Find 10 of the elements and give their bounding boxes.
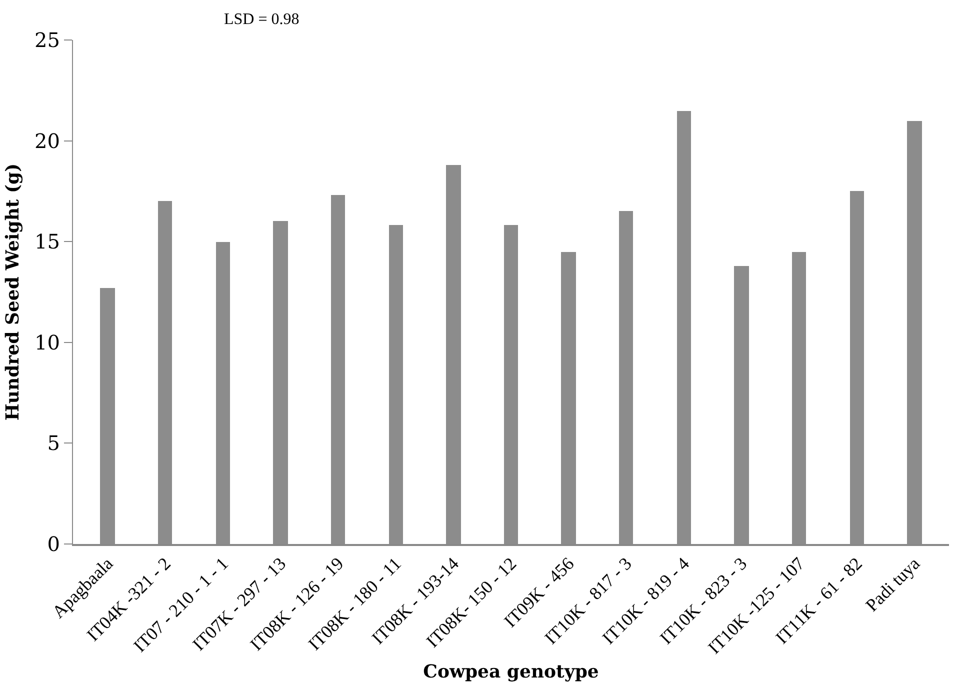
y-tick-label: 10 — [34, 330, 60, 354]
y-tick-label: 15 — [34, 230, 60, 254]
y-axis-title: Hundred Seed Weight (g) — [2, 163, 24, 421]
text: LSD = 0.98 — [224, 11, 300, 28]
y-tick-label: 25 — [34, 28, 60, 52]
y-tick-label: 0 — [47, 532, 60, 556]
x-axis-title: Cowpea genotype — [423, 661, 599, 682]
y-tick-label: 5 — [47, 431, 60, 456]
x-tick-label: Padi tuya — [862, 553, 924, 616]
y-tick-label: 20 — [34, 128, 60, 153]
